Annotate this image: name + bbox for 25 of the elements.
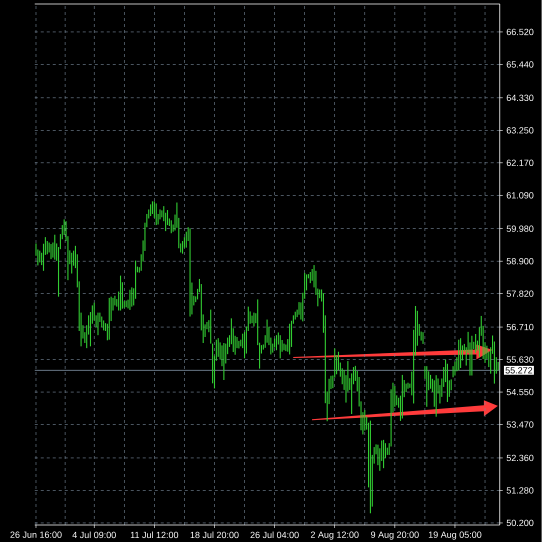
x-tick-label: 26 Jun 16:00: [10, 532, 62, 538]
x-tick-label: 2 Aug 12:00: [311, 532, 359, 540]
ref-line-label: 55.272: [506, 367, 532, 374]
y-tick-label: 51.280: [506, 487, 534, 494]
y-tick-label: 61.090: [506, 192, 534, 198]
y-tick-label: 62.170: [506, 160, 534, 166]
y-tick-label: 66.520: [506, 28, 534, 36]
x-tick-label: 4 Jul 09:00: [72, 532, 116, 538]
y-tick-label: 59.980: [506, 226, 534, 232]
y-tick-label: 57.820: [506, 290, 534, 297]
y-tick-label: 56.710: [506, 324, 534, 330]
x-tick-label: 9 Aug 20:00: [371, 532, 419, 540]
y-tick-label: 52.360: [506, 454, 534, 462]
y-tick-label: 63.250: [506, 127, 534, 134]
y-tick-label: 54.550: [506, 388, 534, 396]
x-tick-label: 11 Jul 12:00: [130, 532, 178, 538]
y-tick-label: 55.630: [506, 356, 534, 363]
y-tick-label: 65.440: [506, 61, 534, 68]
x-tick-label: 26 Jul 04:00: [250, 532, 299, 538]
y-tick-label: 58.900: [506, 258, 534, 264]
y-tick-label: 50.200: [506, 520, 534, 526]
y-tick-label: 64.330: [506, 94, 534, 102]
x-tick-label: 18 Jul 20:00: [190, 532, 239, 538]
x-tick-label: 19 Aug 05:00: [428, 532, 482, 540]
y-tick-label: 53.470: [506, 421, 534, 428]
